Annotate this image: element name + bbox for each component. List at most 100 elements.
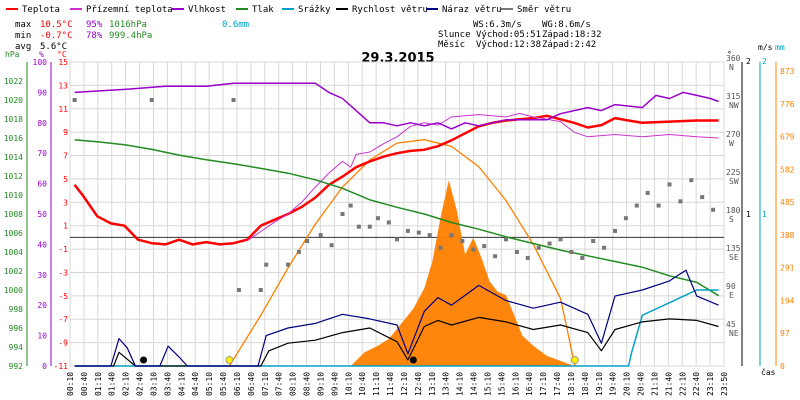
wind-direction-point <box>72 98 77 102</box>
temperature-tick: -7 <box>58 315 68 324</box>
stat-min-temp: -0.7°C <box>40 31 73 41</box>
wind-direction-point <box>580 255 585 260</box>
wind-direction-point <box>645 190 650 195</box>
x-tick-label: 02:10 <box>122 372 131 396</box>
solar-tick: 97 <box>780 329 790 338</box>
wind-direction-tick: 180 <box>726 206 741 215</box>
wind-direction-tick: 45 <box>726 320 736 329</box>
wind-direction-point <box>623 216 628 221</box>
wind-direction-point <box>482 244 487 249</box>
x-tick-label: 06:40 <box>247 372 256 396</box>
x-tick-label: 16:40 <box>525 372 534 396</box>
unit-degree: ° <box>727 50 732 59</box>
legend-row: Teplota Přízemní teplota Vlhkost Tlak Srážky… <box>6 5 571 15</box>
wind-direction-point <box>318 233 323 238</box>
legend-item: Náraz větru <box>426 5 502 15</box>
unit-hpa: hPa <box>5 50 20 59</box>
x-tick-label: 11:40 <box>386 372 395 396</box>
x-tick-label: 12:10 <box>400 372 409 396</box>
pressure-tick: 996 <box>9 324 24 333</box>
legend-label: Směr větru <box>517 5 571 15</box>
wind-direction-point <box>460 239 465 244</box>
wind-direction-point <box>504 237 508 242</box>
wind-direction-point <box>305 239 310 244</box>
wind-direction-label: S <box>729 215 734 224</box>
humidity-tick: 50 <box>37 210 47 219</box>
wind-direction-point <box>386 220 391 225</box>
temperature-tick: -11 <box>54 362 69 371</box>
stat-avg-label: avg <box>15 42 31 52</box>
solar-tick: 388 <box>780 231 795 240</box>
moon-rise: Východ:12:38 <box>476 40 541 50</box>
solar-tick: 0 <box>780 362 785 371</box>
stat-min-label: min <box>15 31 31 41</box>
stat-min-hum: 78% <box>86 31 103 41</box>
astro-events <box>140 356 579 364</box>
wind-direction-point <box>569 250 574 254</box>
unit-percent: % <box>39 50 44 59</box>
wind-direction-point <box>591 239 596 244</box>
wind-direction-point <box>340 212 345 216</box>
humidity-tick: 60 <box>37 180 47 189</box>
x-tick-label: 13:40 <box>442 372 451 396</box>
pressure-tick: 994 <box>9 343 24 352</box>
temperature-tick: -3 <box>58 268 68 277</box>
humidity-tick: 40 <box>37 240 47 249</box>
wind-direction-point <box>602 245 607 250</box>
wind-wg: WG:8.6m/s <box>542 20 591 30</box>
wind-direction-point <box>514 250 519 254</box>
x-tick-label: 13:10 <box>428 372 437 396</box>
x-tick-label: 04:40 <box>191 372 200 396</box>
wind-speed-tick: 1 <box>746 210 751 219</box>
solar-tick: 873 <box>780 67 795 76</box>
wind-direction-label: SE <box>729 253 739 262</box>
stat-max-temp: 10.5°C <box>40 20 73 30</box>
x-tick-label: 22:10 <box>678 372 687 396</box>
legend-item: Rychlost větru <box>336 5 428 15</box>
stat-max-label: max <box>15 20 32 30</box>
moon-event-marker <box>140 356 148 364</box>
x-tick-label: 12:40 <box>414 372 423 396</box>
x-tick-label: 18:40 <box>581 372 590 396</box>
wind-direction-label: SW <box>729 177 739 186</box>
humidity-tick: 90 <box>37 88 47 97</box>
x-tick-label: 05:10 <box>205 372 214 396</box>
wind-direction-point <box>471 247 476 252</box>
series-line <box>246 112 719 242</box>
legend-label: Rychlost větru <box>352 5 428 15</box>
sun-event-marker <box>225 356 234 364</box>
rain-tick: 1 <box>762 210 767 219</box>
pressure-tick: 1022 <box>4 77 23 86</box>
wind-direction-point <box>405 228 410 233</box>
pressure-tick: 1012 <box>4 172 23 181</box>
wind-direction-point <box>558 237 563 242</box>
rain-tick: 2 <box>762 57 767 66</box>
pressure-tick: 1016 <box>4 134 23 143</box>
temperature-tick: 15 <box>58 58 68 67</box>
x-axis-label: čas <box>761 367 776 377</box>
wind-direction-point <box>613 228 617 233</box>
x-tick-label: 03:10 <box>149 372 158 396</box>
pressure-tick: 1004 <box>4 248 23 257</box>
humidity-tick: 30 <box>37 271 47 280</box>
x-tick-label: 23:50 <box>720 372 729 396</box>
wind-direction-label: NW <box>729 101 739 110</box>
wind-direction-point <box>711 207 716 212</box>
solar-tick: 291 <box>780 264 795 273</box>
legend-item: Srážky <box>282 5 331 15</box>
astro-block: WS:6.3m/s WG:8.6m/s Slunce Východ:05:51 … <box>438 20 602 50</box>
solar-areas <box>228 139 576 367</box>
unit-headers: hPa % °C ° m/s mm <box>5 43 785 59</box>
wind-direction-point <box>375 216 380 221</box>
wind-ws: WS:6.3m/s <box>473 20 522 30</box>
moon-set: Západ:2:42 <box>542 40 596 50</box>
wind-direction-tick: 135 <box>726 244 741 253</box>
stat-max-rain: 0.6mm <box>222 20 249 30</box>
x-axis: 00:10 00:40 01:10 01:40 02:10 02:40 03:10 03:40… <box>66 372 729 396</box>
wind-direction-point <box>689 178 694 183</box>
x-tick-label: 15:10 <box>483 372 492 396</box>
wind-direction-tick: 360 <box>726 54 741 63</box>
x-tick-label: 06:10 <box>233 372 242 396</box>
sun-elevation-line <box>228 139 576 367</box>
